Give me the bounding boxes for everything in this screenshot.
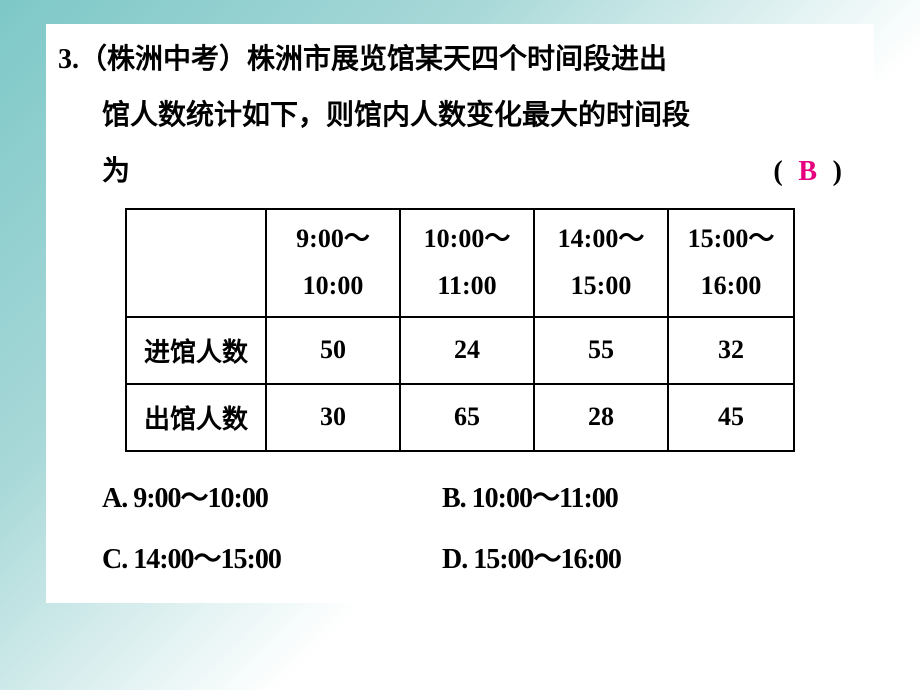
header-cell-3: 14:00～ 15:00 (534, 209, 668, 317)
header-1-line1: 9:00～ (296, 224, 370, 253)
paren-close: ) (833, 156, 842, 187)
header-cell-4: 15:00～ 16:00 (668, 209, 794, 317)
option-d: D. 15:00～16:00 (442, 529, 862, 591)
table-row: 进馆人数 50 24 55 32 (126, 317, 794, 384)
question-number: 3. (58, 44, 79, 75)
cell-1-4: 32 (668, 317, 794, 384)
cell-2-1: 30 (266, 384, 400, 451)
row-label-2: 出馆人数 (126, 384, 266, 451)
data-table: 9:00～ 10:00 10:00～ 11:00 14:00～ 15:00 15… (125, 208, 795, 452)
question-line-3: 为 ( B ) (58, 144, 862, 200)
options-container: A. 9:00～10:00 B. 10:00～11:00 C. 14:00～15… (46, 460, 874, 603)
header-cell-1: 9:00～ 10:00 (266, 209, 400, 317)
row-label-1: 进馆人数 (126, 317, 266, 384)
cell-2-2: 65 (400, 384, 534, 451)
header-2-line1: 10:00～ (424, 224, 511, 253)
question-line-2: 馆人数统计如下，则馆内人数变化最大的时间段 (58, 88, 862, 144)
header-4-line1: 15:00～ (688, 224, 775, 253)
header-2-line2: 11:00 (437, 271, 496, 300)
cell-1-3: 55 (534, 317, 668, 384)
question-line-1: 3.（株洲中考）株洲市展览馆某天四个时间段进出 (58, 32, 862, 88)
question-text: 3.（株洲中考）株洲市展览馆某天四个时间段进出 馆人数统计如下，则馆内人数变化最… (46, 24, 874, 204)
option-a: A. 9:00～10:00 (102, 468, 442, 530)
table-row: 出馆人数 30 65 28 45 (126, 384, 794, 451)
cell-2-4: 45 (668, 384, 794, 451)
question-text-1: 株洲市展览馆某天四个时间段进出 (247, 44, 667, 75)
answer-letter: B (790, 144, 826, 200)
question-text-3: 为 (102, 144, 130, 200)
header-4-line2: 16:00 (701, 271, 762, 300)
content-container: 3.（株洲中考）株洲市展览馆某天四个时间段进出 馆人数统计如下，则馆内人数变化最… (46, 24, 874, 603)
paren-open: ( (773, 156, 782, 187)
option-row-2: C. 14:00～15:00 D. 15:00～16:00 (102, 529, 862, 591)
cell-1-2: 24 (400, 317, 534, 384)
header-cell-2: 10:00～ 11:00 (400, 209, 534, 317)
empty-header-cell (126, 209, 266, 317)
cell-2-3: 28 (534, 384, 668, 451)
option-c: C. 14:00～15:00 (102, 529, 442, 591)
header-1-line2: 10:00 (303, 271, 364, 300)
question-source: （株洲中考） (79, 44, 247, 75)
option-row-1: A. 9:00～10:00 B. 10:00～11:00 (102, 468, 862, 530)
header-3-line1: 14:00～ (558, 224, 645, 253)
header-3-line2: 15:00 (571, 271, 632, 300)
cell-1-1: 50 (266, 317, 400, 384)
answer-parentheses: ( B ) (773, 144, 862, 200)
option-b: B. 10:00～11:00 (442, 468, 862, 530)
table-header-row: 9:00～ 10:00 10:00～ 11:00 14:00～ 15:00 15… (126, 209, 794, 317)
